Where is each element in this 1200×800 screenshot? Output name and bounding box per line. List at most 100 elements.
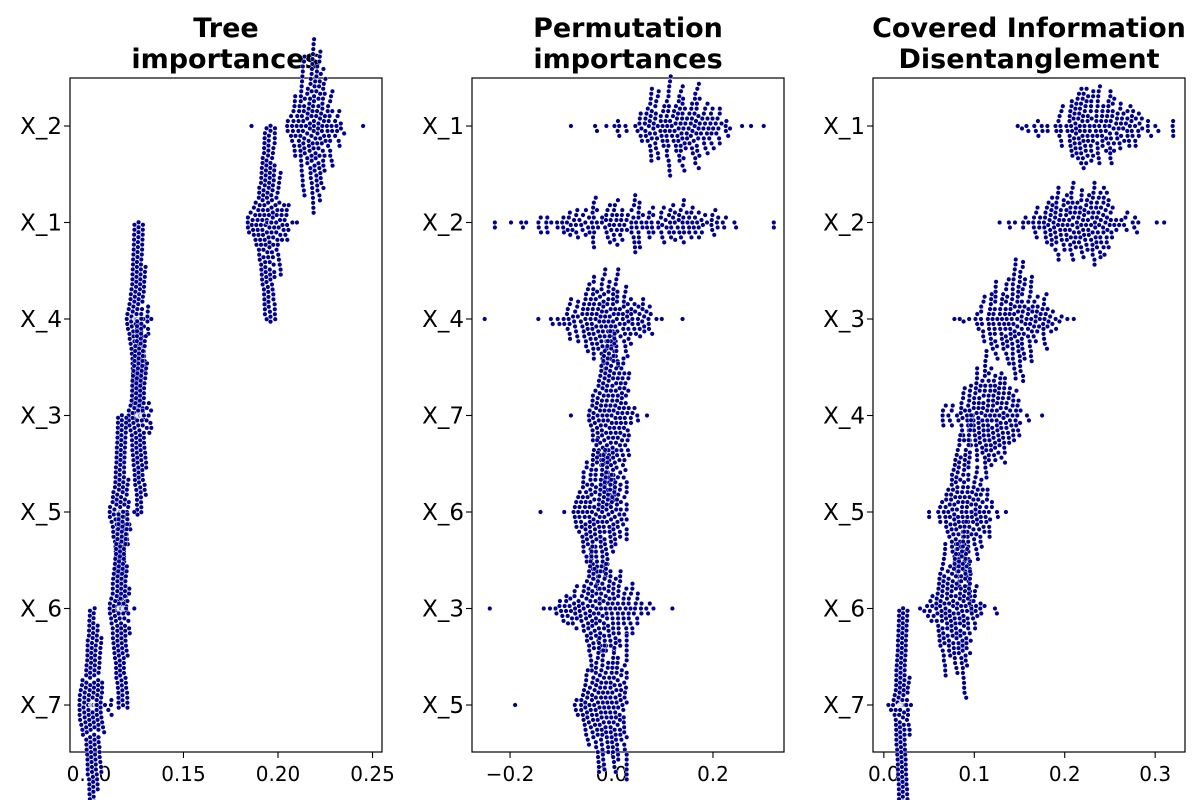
- data-point: [968, 383, 974, 389]
- data-point: [87, 670, 93, 676]
- data-point: [1072, 234, 1079, 240]
- data-point: [604, 734, 610, 740]
- data-point: [581, 474, 587, 480]
- data-point: [135, 249, 141, 255]
- data-point: [559, 613, 565, 619]
- data-point: [636, 215, 642, 221]
- data-point: [950, 598, 956, 604]
- data-point: [982, 412, 988, 419]
- data-point: [615, 128, 621, 134]
- data-point: [941, 653, 947, 659]
- data-point: [981, 524, 987, 530]
- data-point: [567, 603, 573, 609]
- data-point: [714, 219, 720, 226]
- data-point: [617, 717, 623, 723]
- data-point: [588, 558, 594, 564]
- data-point: [966, 393, 972, 399]
- data-point: [616, 222, 623, 228]
- data-point: [1095, 98, 1101, 104]
- data-point: [624, 309, 630, 315]
- data-point: [1078, 86, 1084, 92]
- data-point: [601, 299, 607, 305]
- data-point: [1095, 93, 1101, 99]
- data-point: [624, 771, 630, 777]
- data-point: [596, 640, 602, 646]
- data-point: [83, 672, 89, 678]
- data-point: [95, 717, 101, 723]
- data-point: [567, 232, 573, 238]
- data-point: [977, 504, 983, 510]
- data-point: [985, 403, 991, 409]
- data-point: [621, 714, 627, 720]
- data-point: [595, 412, 601, 419]
- data-point: [1110, 108, 1116, 114]
- data-point: [1098, 128, 1104, 134]
- data-point: [900, 714, 906, 720]
- data-point: [1025, 299, 1031, 305]
- data-point: [118, 591, 124, 597]
- data-point: [607, 605, 613, 612]
- data-point: [134, 269, 140, 275]
- data-point: [607, 279, 613, 285]
- data-point: [618, 447, 624, 453]
- data-point: [945, 529, 951, 535]
- data-point: [301, 192, 308, 198]
- data-point: [572, 309, 578, 315]
- data-point: [931, 613, 937, 619]
- data-point: [123, 420, 129, 426]
- data-point: [308, 113, 315, 119]
- data-point: [586, 742, 592, 748]
- data-point: [624, 217, 630, 223]
- data-point: [78, 687, 84, 693]
- data-point: [611, 531, 617, 537]
- data-point: [983, 447, 989, 453]
- data-point: [285, 128, 291, 134]
- data-point: [117, 467, 123, 473]
- data-point: [617, 306, 623, 312]
- data-point: [272, 311, 278, 317]
- data-point: [312, 135, 318, 141]
- data-point: [592, 687, 598, 693]
- data-point: [1059, 313, 1065, 320]
- data-point: [134, 328, 140, 334]
- data-point: [900, 605, 906, 611]
- data-point: [608, 217, 614, 223]
- data-point: [119, 682, 125, 688]
- data-point: [966, 437, 972, 443]
- data-point: [622, 747, 628, 753]
- data-point: [1091, 257, 1097, 263]
- data-point: [97, 655, 103, 661]
- data-point: [666, 88, 672, 94]
- data-point: [979, 321, 985, 327]
- data-point: [116, 601, 122, 607]
- data-point: [593, 316, 599, 322]
- data-point: [1027, 294, 1033, 300]
- data-point: [727, 125, 733, 132]
- data-point: [1124, 128, 1130, 134]
- data-point: [81, 709, 87, 715]
- data-point: [673, 103, 679, 109]
- data-point: [899, 635, 905, 641]
- data-point: [580, 601, 586, 607]
- data-point: [589, 311, 595, 317]
- data-point: [1018, 318, 1024, 325]
- data-point: [936, 576, 943, 582]
- data-point: [585, 541, 591, 547]
- data-point: [692, 155, 698, 161]
- data-point: [733, 224, 739, 230]
- data-point: [1081, 165, 1087, 171]
- data-point: [1128, 118, 1134, 124]
- data-point: [992, 383, 998, 389]
- data-point: [597, 630, 603, 636]
- data-point: [952, 494, 958, 500]
- data-point: [123, 531, 129, 537]
- data-point: [1044, 205, 1050, 211]
- data-point: [696, 153, 702, 159]
- data-point: [585, 737, 591, 743]
- data-point: [535, 219, 541, 226]
- data-point: [112, 484, 118, 490]
- data-point: [580, 306, 586, 312]
- data-point: [308, 81, 314, 87]
- data-point: [968, 502, 974, 508]
- data-point: [893, 687, 899, 693]
